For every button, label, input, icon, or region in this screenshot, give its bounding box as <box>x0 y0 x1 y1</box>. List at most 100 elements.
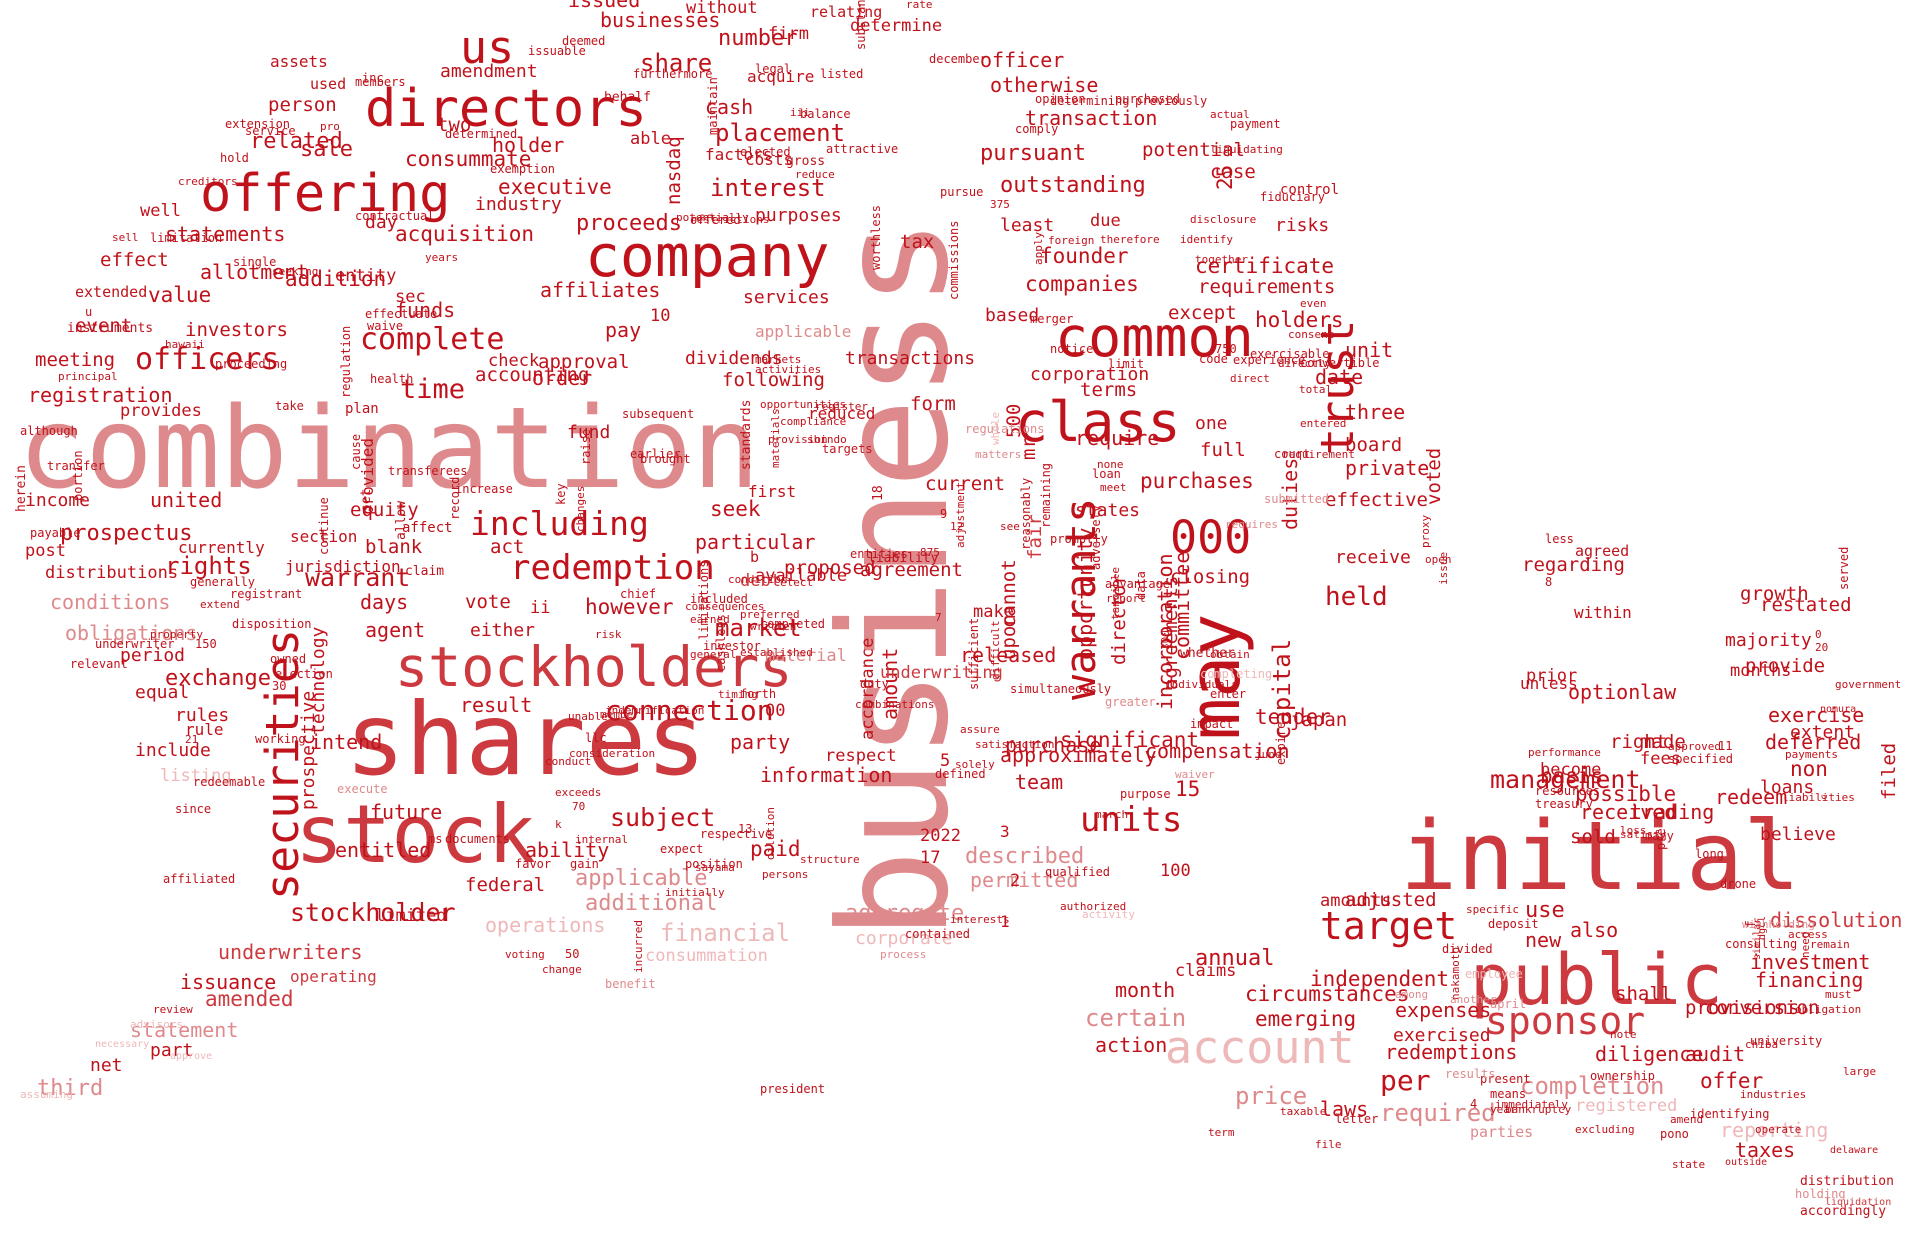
word-earned: earned <box>690 613 730 626</box>
word-founder: founder <box>1040 244 1129 268</box>
word-prospectus: prospectus <box>60 521 193 546</box>
word-registrant: registrant <box>230 587 303 601</box>
word-least: least <box>1000 215 1055 236</box>
word-chiba: chiba <box>1745 1038 1779 1051</box>
word-individuals: individuals <box>1165 678 1238 691</box>
word-operate: operate <box>1755 1123 1802 1136</box>
word-proxy: proxy <box>1419 514 1432 548</box>
word-corporate: corporate <box>855 928 953 949</box>
word-including: including <box>470 504 649 543</box>
word-purchases: purchases <box>1140 469 1254 493</box>
word-prior: prior <box>1526 666 1578 686</box>
word-redemption: redemption <box>510 548 715 588</box>
word-divided: divided <box>1442 942 1493 956</box>
word-related: related <box>250 129 343 154</box>
word-required: required <box>1380 1099 1496 1127</box>
word-furthermore: furthermore <box>633 67 713 81</box>
word-herein: herein <box>14 465 29 512</box>
word-effective: effective <box>1325 489 1428 511</box>
word-value: value <box>148 283 212 307</box>
word-share: share <box>640 49 713 77</box>
word-raise: raise <box>579 428 593 465</box>
word-25: 25 <box>1213 164 1237 190</box>
word-liquidating: liquidating <box>1210 143 1283 156</box>
word-payment: payment <box>1230 117 1281 131</box>
word-shares: shares <box>345 681 707 798</box>
word-warrant: warrant <box>305 563 411 592</box>
word-generally: generally <box>190 575 256 589</box>
word-redemptions: redemptions <box>1385 1040 1518 1064</box>
word-extension: extension <box>225 117 291 131</box>
word-reduce: reduce <box>795 168 835 181</box>
word-conversion: conversion <box>1705 997 1820 1019</box>
word-increase: increase <box>455 482 513 496</box>
word-act: act <box>490 536 525 558</box>
word-third: third <box>37 1076 104 1101</box>
word-initial: initial <box>1400 802 1801 912</box>
word-three: three <box>1345 400 1406 424</box>
word-established: established <box>740 646 813 659</box>
word-merger: merger <box>1030 312 1074 326</box>
word-included: included <box>690 592 748 606</box>
word-regulations: regulations <box>965 422 1045 436</box>
word-current: current <box>925 473 1006 495</box>
word-amend: amend <box>1670 1113 1704 1126</box>
word-brought: brought <box>640 452 691 466</box>
word-action: action <box>1095 1033 1168 1057</box>
word-elected: elected <box>740 145 791 159</box>
word-member: member <box>600 708 640 721</box>
word-tax: tax <box>900 231 935 253</box>
word-however: however <box>585 595 674 619</box>
word-extend: extend <box>200 598 240 611</box>
word-emerging: emerging <box>1255 1007 1357 1031</box>
word-require: require <box>1075 426 1160 450</box>
word-issue: issue <box>1437 551 1450 585</box>
word-months: months <box>1730 661 1792 681</box>
word-11: 11 <box>1718 739 1733 753</box>
word-plan: plan <box>345 401 379 417</box>
word-transferees: transferees <box>388 464 468 478</box>
word-acquisition: acquisition <box>395 222 535 246</box>
word-17: 17 <box>920 848 941 868</box>
word-since: since <box>175 802 212 816</box>
word-listing: listing <box>160 766 232 786</box>
word-exemption: exemption <box>490 162 556 176</box>
word-affiliates: affiliates <box>540 278 661 302</box>
word-30: 30 <box>272 679 287 693</box>
word-approve: approve <box>170 1051 213 1062</box>
word-incurred: incurred <box>632 920 645 973</box>
word-deposit: deposit <box>1488 917 1539 931</box>
word-person: person <box>268 94 337 116</box>
word-firm: firm <box>768 24 809 44</box>
word-price: price <box>1235 1082 1308 1110</box>
word-closing: closing <box>1170 566 1251 588</box>
word-ms: ms <box>428 832 443 846</box>
word-targets: targets <box>822 442 873 456</box>
word-deemed: deemed <box>562 34 606 48</box>
word-class: class <box>1015 390 1181 454</box>
word-proceeds: proceeds <box>576 211 682 236</box>
word-regarding: regarding <box>1522 554 1625 576</box>
word-able: able <box>630 129 671 149</box>
word-parties: parties <box>1470 1123 1534 1141</box>
word-permitted: permitted <box>970 868 1079 892</box>
word-japan: japan <box>1290 709 1348 731</box>
word-experience: experience <box>1233 353 1306 367</box>
word-written: written <box>750 620 797 633</box>
word-post: post <box>25 541 66 561</box>
word-control: control <box>1280 182 1340 198</box>
word-contained: contained <box>905 927 971 941</box>
word-units: units <box>1080 800 1183 840</box>
word-loss: loss <box>1620 824 1647 837</box>
word-4: 4 <box>1470 1097 1478 1111</box>
word-financing: financing <box>1755 968 1864 992</box>
word-based: based <box>985 305 1040 326</box>
word-claims: claims <box>1175 961 1237 981</box>
word-means: means <box>1490 1087 1527 1101</box>
word-identifying: identifying <box>1690 1107 1770 1121</box>
word-public: public <box>1470 939 1723 1021</box>
word-8: 8 <box>1545 575 1553 589</box>
word-effectuate: effectuate <box>365 307 438 321</box>
word-full: full <box>1200 439 1246 461</box>
word-exchange: exchange <box>165 666 271 691</box>
